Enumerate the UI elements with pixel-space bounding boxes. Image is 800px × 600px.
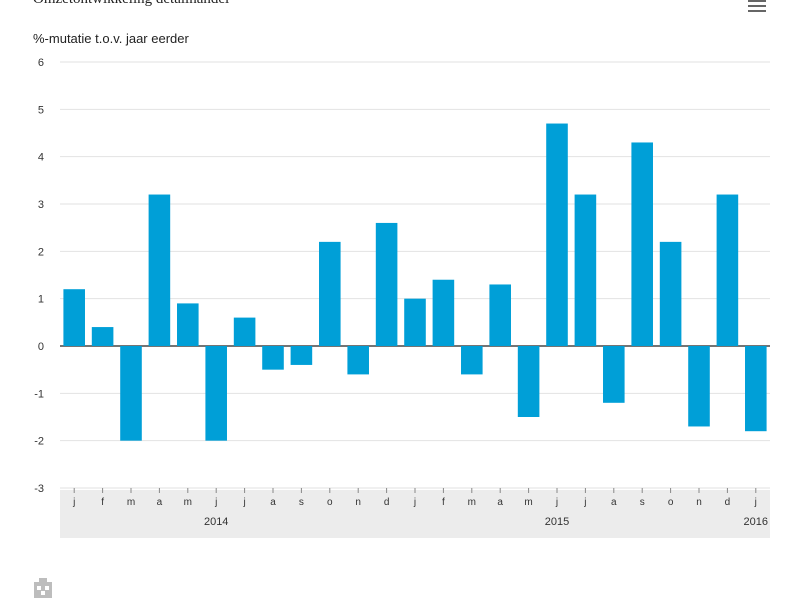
bar: [375, 222, 398, 346]
x-tick-label: n: [696, 497, 702, 508]
y-tick-label: -1: [34, 388, 44, 400]
x-tick-label: s: [640, 497, 645, 508]
year-label: 2014: [204, 516, 228, 528]
x-tick-label: j: [583, 497, 586, 508]
x-tick-label: m: [468, 497, 476, 508]
y-ticks: 6 5 4 3 2 1 0 -1 -2 -3: [34, 57, 44, 495]
bar: [489, 284, 511, 346]
y-tick-label: 0: [38, 341, 44, 353]
y-axis-label: %-mutatie t.o.v. jaar eerder: [33, 31, 189, 46]
y-tick-label: -3: [34, 483, 44, 495]
bar: [574, 194, 597, 346]
bar: [404, 298, 426, 346]
x-tick-label: o: [668, 497, 674, 508]
x-tick-label: j: [214, 497, 217, 508]
x-tick-label: a: [270, 497, 276, 508]
x-tick-label: j: [754, 497, 757, 508]
bar: [91, 327, 114, 346]
bar: [517, 346, 540, 417]
x-ticks: j f m a m j j a s o n d j f m a m j j a s o n d j 2014 2015 2016: [72, 488, 768, 528]
hamburger-menu-icon[interactable]: [748, 0, 766, 12]
chart-title: Omzetontwikkeling detailhandel: [33, 0, 229, 8]
bar: [432, 279, 455, 346]
y-tick-label: 3: [38, 199, 44, 211]
bar: [461, 346, 483, 375]
bar: [177, 303, 199, 346]
x-tick-label: m: [127, 497, 135, 508]
bar: [745, 346, 767, 432]
x-tick-label: f: [101, 497, 104, 508]
x-tick-label: n: [355, 497, 361, 508]
x-tick-label: j: [413, 497, 416, 508]
bar: [546, 123, 568, 347]
bar: [290, 346, 313, 365]
y-tick-label: 6: [38, 57, 44, 69]
x-tick-label: m: [184, 497, 192, 508]
bar: [63, 289, 85, 346]
y-tick-label: -2: [34, 436, 44, 448]
x-tick-label: a: [497, 497, 503, 508]
x-tick-label: j: [72, 497, 75, 508]
bar: [120, 346, 142, 441]
x-tick-label: a: [611, 497, 617, 508]
bar: [262, 346, 284, 370]
y-tick-label: 5: [38, 104, 44, 116]
x-tick-label: s: [299, 497, 304, 508]
y-tick-label: 4: [38, 152, 44, 164]
x-tick-label: d: [384, 497, 390, 508]
bar: [688, 346, 710, 427]
x-tick-label: m: [524, 497, 532, 508]
bar: [347, 346, 369, 375]
year-label: 2016: [744, 516, 768, 528]
x-tick-label: d: [725, 497, 731, 508]
x-tick-label: j: [242, 497, 245, 508]
bar: [603, 346, 625, 403]
bar: [233, 317, 256, 346]
bar: [716, 194, 739, 346]
bars: [63, 123, 767, 441]
x-tick-label: f: [442, 497, 445, 508]
y-tick-label: 1: [38, 294, 44, 306]
x-tick-label: o: [327, 497, 333, 508]
cbs-logo-icon: [34, 578, 52, 598]
x-axis-band: [60, 490, 770, 538]
bar: [631, 142, 653, 346]
year-label: 2015: [545, 516, 569, 528]
bar: [319, 241, 341, 346]
bar: [205, 346, 227, 441]
bar: [148, 194, 171, 346]
x-tick-label: j: [555, 497, 558, 508]
x-tick-label: a: [157, 497, 163, 508]
y-tick-label: 2: [38, 246, 44, 258]
bar: [659, 241, 682, 346]
